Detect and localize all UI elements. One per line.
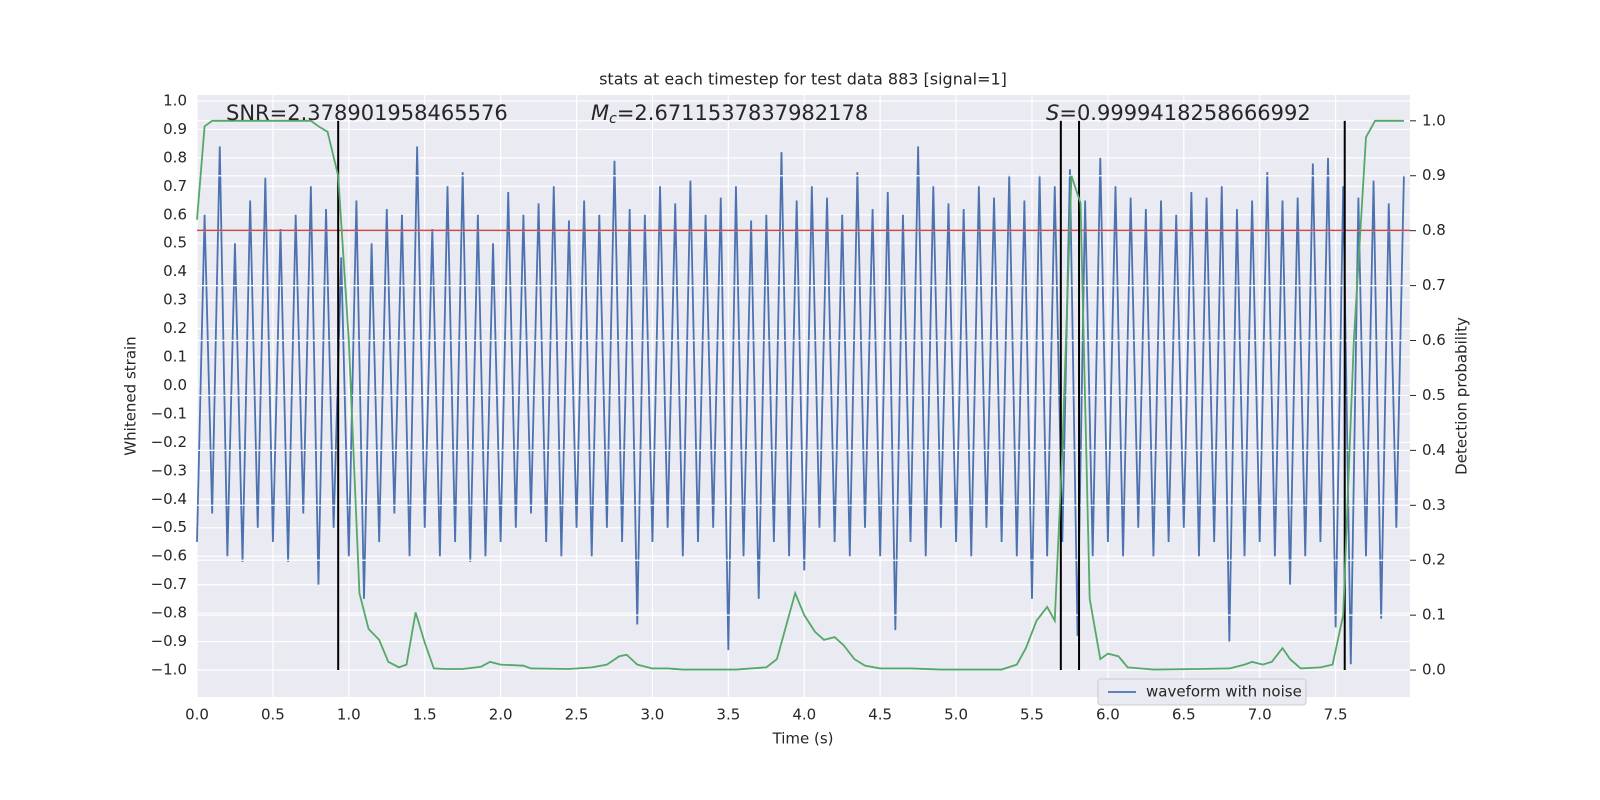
- y-tick-label: −0.3: [151, 461, 187, 479]
- y2-tick-label: 0.3: [1422, 496, 1446, 514]
- x-tick-label: 5.5: [1020, 706, 1044, 724]
- y2-tick-label: 0.2: [1422, 551, 1446, 569]
- x-tick-label: 5.0: [944, 706, 968, 724]
- y-tick-label: −0.9: [151, 632, 187, 650]
- y-tick-label: 0.6: [163, 205, 187, 223]
- y2-tick-label: 0.9: [1422, 166, 1446, 184]
- legend-box: [1097, 678, 1307, 706]
- line-series: [196, 146, 1405, 665]
- y2-tick-label: 0.7: [1422, 276, 1446, 294]
- y2-tick-label: 0.8: [1422, 221, 1446, 239]
- x-tick-label: 2.0: [489, 706, 513, 724]
- y-axis-label: Whitened strain: [122, 336, 140, 455]
- annotation-symbol: M: [591, 101, 609, 125]
- y-tick-label: 1.0: [163, 91, 187, 109]
- y-tick-label: −0.1: [151, 404, 187, 422]
- x-tick-label: 6.5: [1172, 706, 1196, 724]
- y-tick-label: −0.2: [151, 433, 187, 451]
- x-tick-label: 1.0: [337, 706, 361, 724]
- x-tick-label: 2.5: [565, 706, 589, 724]
- y2-tick-label: 0.4: [1422, 441, 1446, 459]
- annotation-text: SNR=2.378901958465576: [226, 101, 508, 125]
- chart-title: stats at each timestep for test data 883…: [599, 70, 1007, 89]
- annotation-subscript: c: [609, 111, 617, 127]
- y2-axis-label: Detection probability: [1453, 317, 1471, 475]
- y-tick-label: −0.4: [151, 490, 187, 508]
- x-tick-label: 3.5: [716, 706, 740, 724]
- y2-tick-label: 0.0: [1422, 661, 1446, 679]
- y2-tick-label: 0.6: [1422, 331, 1446, 349]
- y-tick-label: −0.8: [151, 604, 187, 622]
- y-tick-label: 0.8: [163, 148, 187, 166]
- x-tick-label: 6.0: [1096, 706, 1120, 724]
- y-tick-label: −0.7: [151, 575, 187, 593]
- y-tick-label: 0.2: [163, 319, 187, 337]
- y2-tick-label: 0.1: [1422, 606, 1446, 624]
- y-tick-label: 0.7: [163, 177, 187, 195]
- line-series: [196, 119, 1404, 671]
- x-tick-label: 7.5: [1324, 706, 1348, 724]
- annotation-symbol: S: [1046, 101, 1059, 125]
- y-tick-label: 0.4: [163, 262, 187, 280]
- x-tick-label: 7.0: [1248, 706, 1272, 724]
- y2-tick-label: 0.5: [1422, 386, 1446, 404]
- y-tick-label: 0.9: [163, 120, 187, 138]
- y-tick-label: 0.1: [163, 348, 187, 366]
- annotation-text: =0.9999418258666992: [1059, 101, 1310, 125]
- annotation-text: =2.6711537837982178: [617, 101, 868, 125]
- y-tick-label: −0.5: [151, 518, 187, 536]
- x-tick-label: 4.5: [868, 706, 892, 724]
- y-tick-label: −1.0: [151, 660, 187, 678]
- annotation: S=0.9999418258666992: [1046, 101, 1311, 125]
- x-tick-label: 0.5: [261, 706, 285, 724]
- x-tick-label: 0.0: [185, 706, 209, 724]
- y-tick-label: −0.6: [151, 547, 187, 565]
- x-axis-label: Time (s): [772, 730, 834, 748]
- y-tick-label: 0.5: [163, 234, 187, 252]
- y-tick-label: 0.3: [163, 291, 187, 309]
- y-tick-label: 0.0: [163, 376, 187, 394]
- annotation: SNR=2.378901958465576: [226, 101, 508, 125]
- legend: waveform with noise: [1097, 678, 1307, 706]
- legend-label: waveform with noise: [1146, 683, 1302, 701]
- annotation: Mc=2.6711537837982178: [591, 101, 868, 127]
- x-tick-label: 3.0: [641, 706, 665, 724]
- x-tick-label: 1.5: [413, 706, 437, 724]
- y2-tick-label: 1.0: [1422, 111, 1446, 129]
- x-tick-label: 4.0: [792, 706, 816, 724]
